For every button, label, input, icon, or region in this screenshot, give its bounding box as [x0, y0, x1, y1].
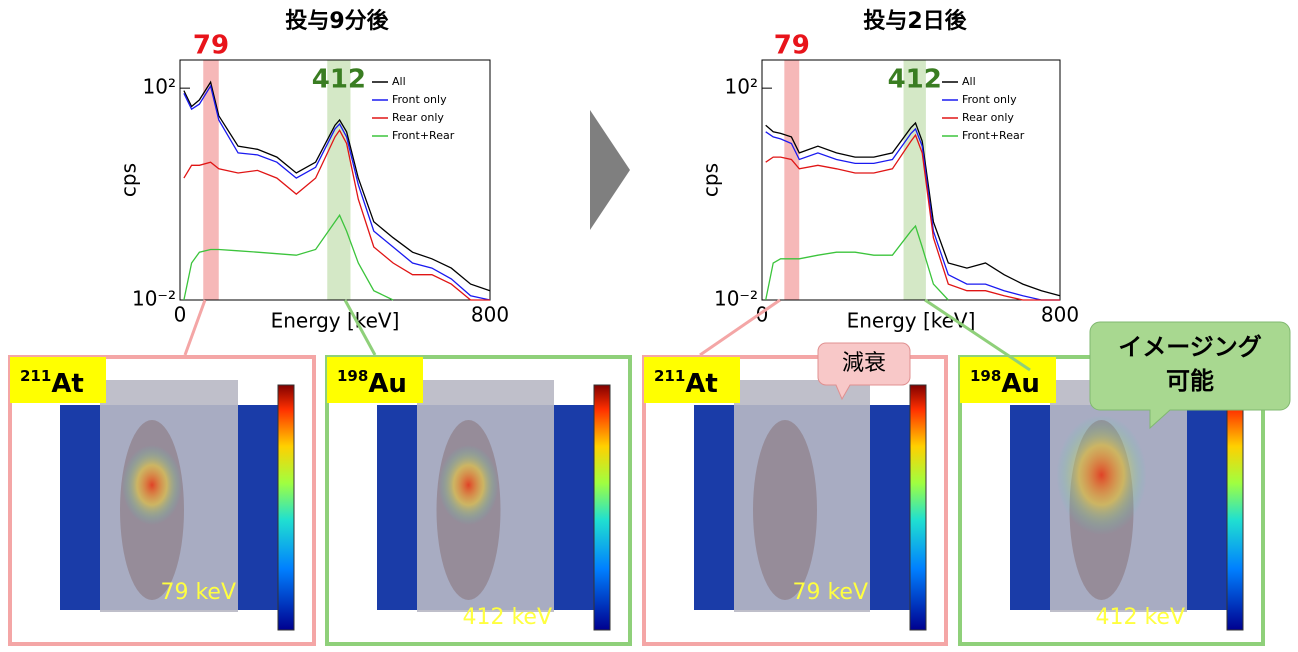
hotspot — [439, 445, 499, 525]
y-axis-label: cps — [699, 163, 723, 197]
band-label: 79 — [193, 31, 229, 61]
band-label: 412 — [312, 65, 366, 95]
isotope-element: At — [51, 369, 84, 399]
mouse — [753, 420, 817, 600]
callout-text: 可能 — [1166, 367, 1214, 395]
legend-label: Front only — [392, 93, 447, 106]
isotope-mass: 211 — [654, 367, 685, 385]
isotope-element: Au — [368, 369, 407, 399]
energy-label: 79 keV — [160, 580, 236, 605]
y-tick-label: 10⁻² — [714, 287, 758, 311]
callout-text: イメージング — [1118, 333, 1262, 361]
highlight-band — [904, 60, 926, 300]
highlight-band — [203, 60, 219, 300]
hotspot — [122, 445, 182, 525]
callout-text: 減衰 — [842, 351, 886, 376]
colorbar — [910, 385, 926, 630]
legend-label: Rear only — [392, 111, 444, 124]
y-tick-label: 10⁻² — [132, 287, 176, 311]
connector — [185, 300, 205, 355]
x-tick-label: 0 — [174, 303, 187, 327]
isotope-mass: 198 — [970, 367, 1001, 385]
x-tick-label: 800 — [471, 303, 509, 327]
legend-label: All — [392, 75, 406, 88]
highlight-band — [784, 60, 799, 300]
y-tick-label: 10² — [725, 75, 758, 99]
band-label: 412 — [888, 65, 942, 95]
x-tick-label: 800 — [1041, 303, 1079, 327]
colorbar — [594, 385, 610, 630]
legend-label: Rear only — [962, 111, 1014, 124]
energy-label: 79 keV — [792, 580, 868, 605]
arrow — [590, 110, 630, 230]
band-label: 79 — [774, 31, 810, 61]
legend-label: Front+Rear — [392, 129, 455, 142]
isotope-element: Au — [1001, 369, 1040, 399]
highlight-band — [327, 60, 350, 300]
isotope-mass: 211 — [20, 367, 51, 385]
colorbar — [278, 385, 294, 630]
energy-label: 412 keV — [462, 605, 552, 630]
y-axis-label: cps — [117, 163, 141, 197]
legend-label: Front+Rear — [962, 129, 1025, 142]
x-axis-label: Energy [keV] — [271, 309, 400, 333]
chart-title: 投与9分後 — [285, 8, 389, 34]
legend-label: Front only — [962, 93, 1017, 106]
chart-title: 投与2日後 — [863, 8, 967, 34]
legend-label: All — [962, 75, 976, 88]
y-tick-label: 10² — [143, 75, 176, 99]
hotspot — [1057, 415, 1147, 535]
isotope-mass: 198 — [337, 367, 368, 385]
isotope-element: At — [685, 369, 718, 399]
energy-label: 412 keV — [1095, 605, 1185, 630]
figure: 211At79 keV198Au412 keV211At79 keV198Au4… — [0, 0, 1298, 648]
colorbar — [1227, 385, 1243, 630]
